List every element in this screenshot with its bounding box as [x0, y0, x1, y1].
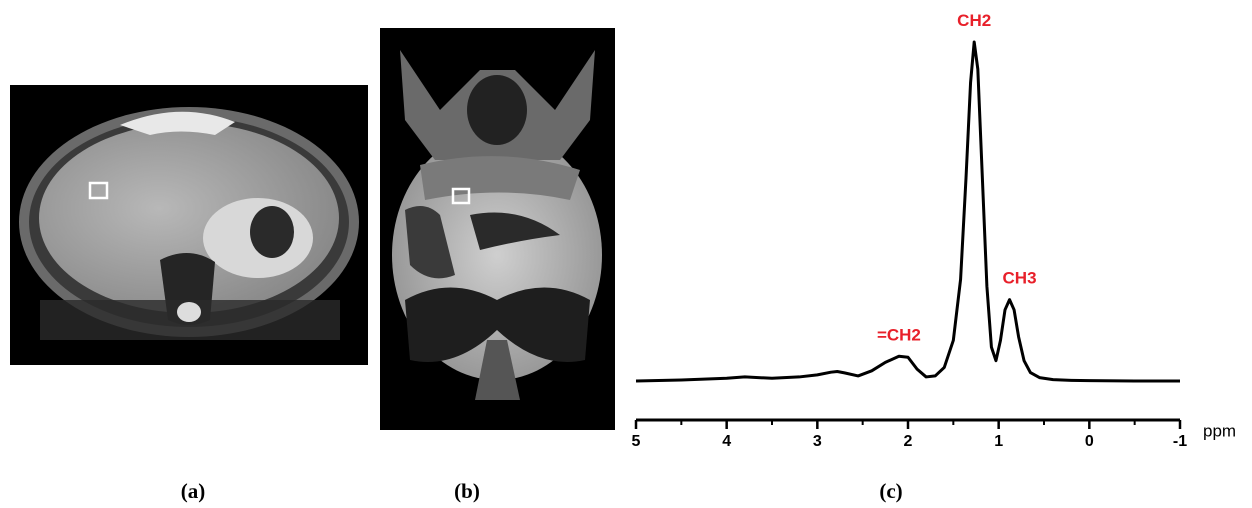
peak-annotation: CH3	[1003, 269, 1037, 288]
x-tick-label: 4	[722, 433, 731, 450]
x-tick-label: -1	[1173, 433, 1187, 450]
peak-annotation: =CH2	[877, 325, 921, 344]
x-tick-label: 2	[904, 433, 913, 450]
x-tick-label: 0	[1085, 433, 1094, 450]
mri-coronal	[380, 28, 615, 430]
x-tick-label: 1	[994, 433, 1003, 450]
peak-annotation: CH2	[957, 11, 991, 30]
mri-axial	[10, 85, 368, 365]
panel-label: (c)	[879, 479, 902, 503]
x-axis-label: ppm	[1203, 421, 1236, 440]
panel-label: (a)	[181, 479, 206, 503]
x-tick-label: 5	[632, 433, 641, 450]
spectrum-line	[635, 40, 1180, 383]
x-tick-label: 3	[813, 433, 822, 450]
panel-label: (b)	[454, 479, 480, 503]
